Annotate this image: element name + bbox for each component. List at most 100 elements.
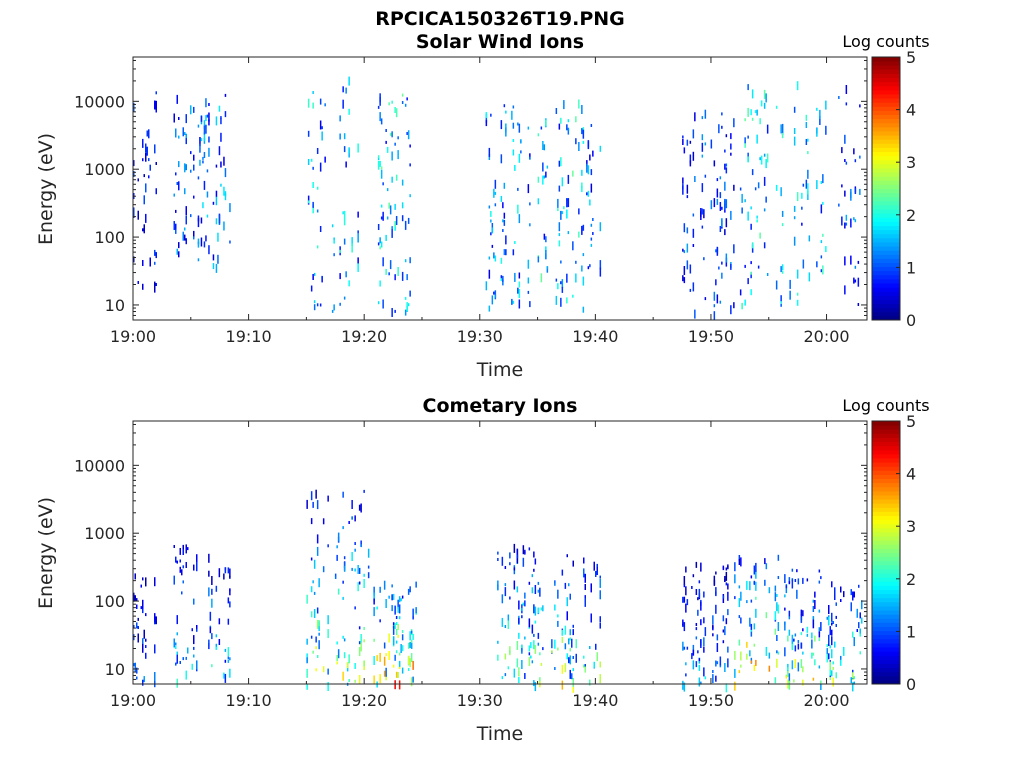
heatmap-cell (766, 273, 769, 276)
heatmap-cell (348, 280, 350, 287)
heatmap-cell (227, 647, 230, 657)
colorbar-band (872, 295, 900, 300)
heatmap-cell (807, 151, 809, 155)
heatmap-cell (345, 87, 347, 94)
heatmap-cell (578, 142, 580, 151)
heatmap-cell (336, 661, 338, 665)
heatmap-cell (793, 638, 795, 642)
heatmap-cell (569, 669, 571, 679)
heatmap-cell (373, 598, 375, 605)
heatmap-cell (716, 634, 719, 641)
heatmap-cell (599, 616, 601, 623)
heatmap-cell (554, 580, 556, 584)
heatmap-cell (850, 602, 852, 612)
heatmap-cell (796, 81, 799, 91)
heatmap-cell (184, 132, 186, 135)
heatmap-cell (756, 134, 758, 144)
heatmap-cell (518, 667, 520, 671)
heatmap-cell (229, 575, 231, 579)
heatmap-cell (407, 642, 410, 649)
colorbar-band (872, 151, 900, 157)
heatmap-cell (197, 218, 200, 228)
heatmap-cell (590, 613, 592, 623)
heatmap-cell (563, 100, 565, 110)
heatmap-cell (379, 112, 381, 122)
heatmap-cell (518, 617, 520, 624)
heatmap-cell (802, 651, 804, 655)
heatmap-cell (763, 102, 766, 109)
heatmap-cell (215, 190, 218, 197)
heatmap-cell (412, 676, 414, 683)
heatmap-cell (145, 152, 147, 162)
heatmap-cell (178, 251, 180, 258)
heatmap-cell (512, 300, 515, 304)
heatmap-cell (522, 557, 525, 567)
heatmap-cell (734, 562, 736, 572)
heatmap-cell (521, 608, 523, 611)
heatmap-cell (203, 125, 206, 135)
heatmap-cell (142, 679, 144, 686)
heatmap-cell (197, 258, 200, 262)
colorbar-band (872, 274, 900, 280)
heatmap-cell (377, 157, 380, 160)
heatmap-cell (704, 627, 707, 637)
heatmap-cell (537, 581, 540, 585)
colorbar-band (872, 421, 900, 426)
heatmap-cell (701, 208, 704, 215)
heatmap-cell (599, 674, 601, 684)
heatmap-cell (774, 611, 777, 621)
heatmap-cell (348, 521, 350, 524)
colorbar-band (872, 642, 900, 648)
heatmap-cell (404, 309, 407, 316)
heatmap-cell (380, 169, 383, 179)
heatmap-cell (834, 587, 836, 597)
heatmap-cell (501, 556, 504, 566)
heatmap-cell (220, 161, 222, 168)
heatmap-cell (558, 160, 561, 167)
heatmap-cell (410, 642, 413, 649)
heatmap-cell (527, 184, 530, 194)
y-tick-label: 100 (94, 592, 125, 611)
heatmap-cell (856, 608, 858, 618)
heatmap-cell (173, 221, 175, 230)
heatmap-cell (763, 153, 766, 157)
heatmap-cell (859, 188, 861, 195)
heatmap-cell (716, 294, 719, 304)
heatmap-cell (582, 140, 585, 144)
heatmap-cell (840, 599, 842, 602)
heatmap-cell (215, 218, 218, 225)
heatmap-cell (831, 670, 833, 677)
heatmap-cell (592, 232, 594, 235)
heatmap-cell (490, 219, 492, 223)
heatmap-cell (537, 176, 540, 183)
heatmap-cell (339, 302, 341, 306)
heatmap-cell (796, 299, 799, 306)
heatmap-cell (319, 162, 322, 172)
heatmap-cell (348, 654, 350, 658)
heatmap-cell (686, 184, 689, 194)
heatmap-cell (382, 257, 384, 267)
heatmap-cell (852, 631, 854, 638)
heatmap-cell (176, 182, 178, 185)
heatmap-cell (740, 617, 742, 624)
heatmap-cell (407, 668, 410, 671)
heatmap-cell (327, 682, 329, 691)
heatmap-cell (185, 114, 187, 124)
heatmap-cell (854, 265, 857, 269)
heatmap-cell (584, 584, 586, 590)
heatmap-cell (528, 618, 531, 628)
heatmap-cell (494, 191, 497, 195)
heatmap-cell (820, 204, 823, 214)
colorbar-band (872, 610, 900, 615)
heatmap-cell (223, 672, 225, 679)
heatmap-cell (759, 232, 761, 239)
heatmap-cell (513, 567, 516, 571)
heatmap-cell (154, 281, 156, 291)
heatmap-cell (704, 142, 707, 146)
heatmap-cell (391, 605, 393, 612)
heatmap-cell (140, 584, 142, 588)
heatmap-cell (196, 625, 198, 631)
heatmap-cell (800, 616, 803, 623)
heatmap-cell (319, 98, 322, 105)
heatmap-cell (701, 142, 704, 152)
